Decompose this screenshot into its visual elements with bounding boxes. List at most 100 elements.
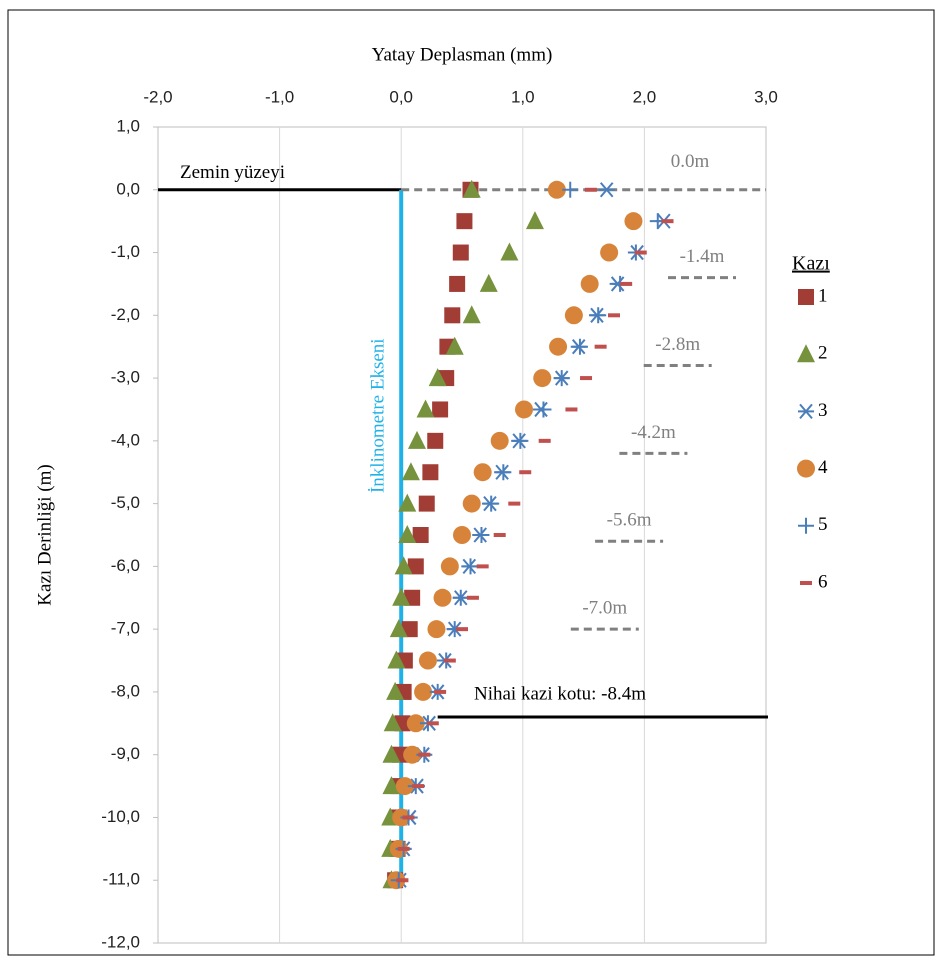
marker: [473, 463, 492, 482]
legend-marker: [797, 459, 815, 478]
y-tick-label: -1,0: [111, 242, 140, 261]
frame: [7, 9, 935, 956]
marker: [428, 368, 447, 387]
level-label: 0.0m: [671, 151, 710, 172]
legend-title: Kazı: [792, 253, 830, 275]
marker: [445, 336, 464, 355]
marker: [395, 777, 414, 796]
marker: [382, 776, 401, 795]
y-tick-label: 0,0: [116, 179, 140, 198]
legend-label: 1: [818, 285, 828, 306]
marker: [427, 432, 444, 449]
marker: [473, 527, 490, 543]
x-tick-label: -2,0: [143, 87, 172, 106]
marker: [462, 305, 481, 324]
marker: [386, 681, 405, 700]
marker: [449, 275, 466, 292]
marker: [397, 846, 410, 851]
series: [390, 181, 666, 889]
marker: [426, 721, 439, 726]
marker: [512, 432, 529, 449]
x-tick-label: 3,0: [754, 87, 778, 106]
marker: [387, 650, 406, 669]
y-tick-label: -4,0: [111, 430, 140, 449]
legend-marker: [797, 344, 815, 363]
y-tick-label: -12,0: [101, 932, 140, 951]
x-tick-label: 0,0: [389, 87, 413, 106]
y-tick-label: -3,0: [111, 368, 140, 387]
y-tick-label: -5,0: [111, 493, 140, 512]
series: [396, 187, 674, 883]
legend-marker: [800, 581, 812, 585]
marker: [412, 784, 425, 789]
marker: [422, 464, 439, 481]
y-tick-label: -9,0: [111, 744, 140, 763]
marker: [433, 588, 452, 607]
y-tick-label: -8,0: [111, 681, 140, 700]
marker: [553, 370, 570, 387]
x-tick-label: 1,0: [511, 87, 535, 106]
marker: [508, 501, 521, 506]
marker: [476, 564, 489, 569]
marker: [452, 244, 469, 261]
marker: [443, 658, 456, 663]
legend-label: 6: [818, 571, 828, 592]
marker: [462, 179, 481, 198]
legend-label: 3: [818, 400, 828, 421]
y-tick-label: -2,0: [111, 305, 140, 324]
level-label: -4.2m: [631, 422, 676, 443]
marker: [414, 682, 433, 701]
legend-marker: [798, 403, 814, 420]
marker: [565, 407, 578, 412]
marker: [456, 627, 468, 632]
marker: [394, 556, 413, 575]
marker: [493, 533, 506, 537]
marker: [456, 213, 473, 230]
legend-label: 5: [818, 514, 828, 535]
y-axis-title: Kazı Derinliği (m): [34, 464, 55, 605]
marker: [624, 212, 643, 231]
marker: [402, 815, 415, 820]
marker: [406, 714, 425, 733]
marker: [547, 180, 566, 199]
marker: [549, 337, 568, 356]
marker: [453, 526, 471, 544]
x-tick-label: -1,0: [265, 87, 294, 106]
marker: [500, 242, 519, 261]
marker: [427, 620, 446, 639]
marker: [444, 307, 461, 324]
y-tick-label: 1,0: [116, 116, 140, 135]
y-tick-label: -7,0: [111, 619, 140, 638]
marker: [383, 713, 402, 732]
plot-area: [157, 126, 767, 944]
marker: [608, 313, 620, 318]
marker: [598, 182, 615, 198]
marker: [661, 219, 674, 224]
marker: [525, 211, 544, 230]
y-tick-label: -10,0: [101, 807, 140, 826]
x-tick-label: 2,0: [633, 87, 657, 106]
marker: [580, 274, 599, 293]
marker: [462, 494, 481, 513]
marker: [519, 470, 532, 475]
marker: [562, 181, 579, 198]
marker: [389, 619, 408, 638]
legend-marker: [798, 517, 814, 534]
marker: [418, 651, 437, 670]
legend-label: 2: [818, 343, 828, 364]
marker: [466, 595, 479, 600]
marker: [396, 878, 409, 883]
marker: [483, 495, 500, 512]
marker: [515, 400, 534, 419]
y-tick-label: -6,0: [111, 556, 140, 575]
level-label: -1.4m: [680, 246, 725, 267]
marker: [418, 495, 435, 512]
marker: [535, 401, 552, 418]
marker: [418, 752, 431, 757]
marker: [495, 464, 512, 481]
x-axis-title: Yatay Deplasman (mm): [372, 44, 553, 65]
marker: [407, 558, 424, 575]
marker: [401, 462, 420, 481]
